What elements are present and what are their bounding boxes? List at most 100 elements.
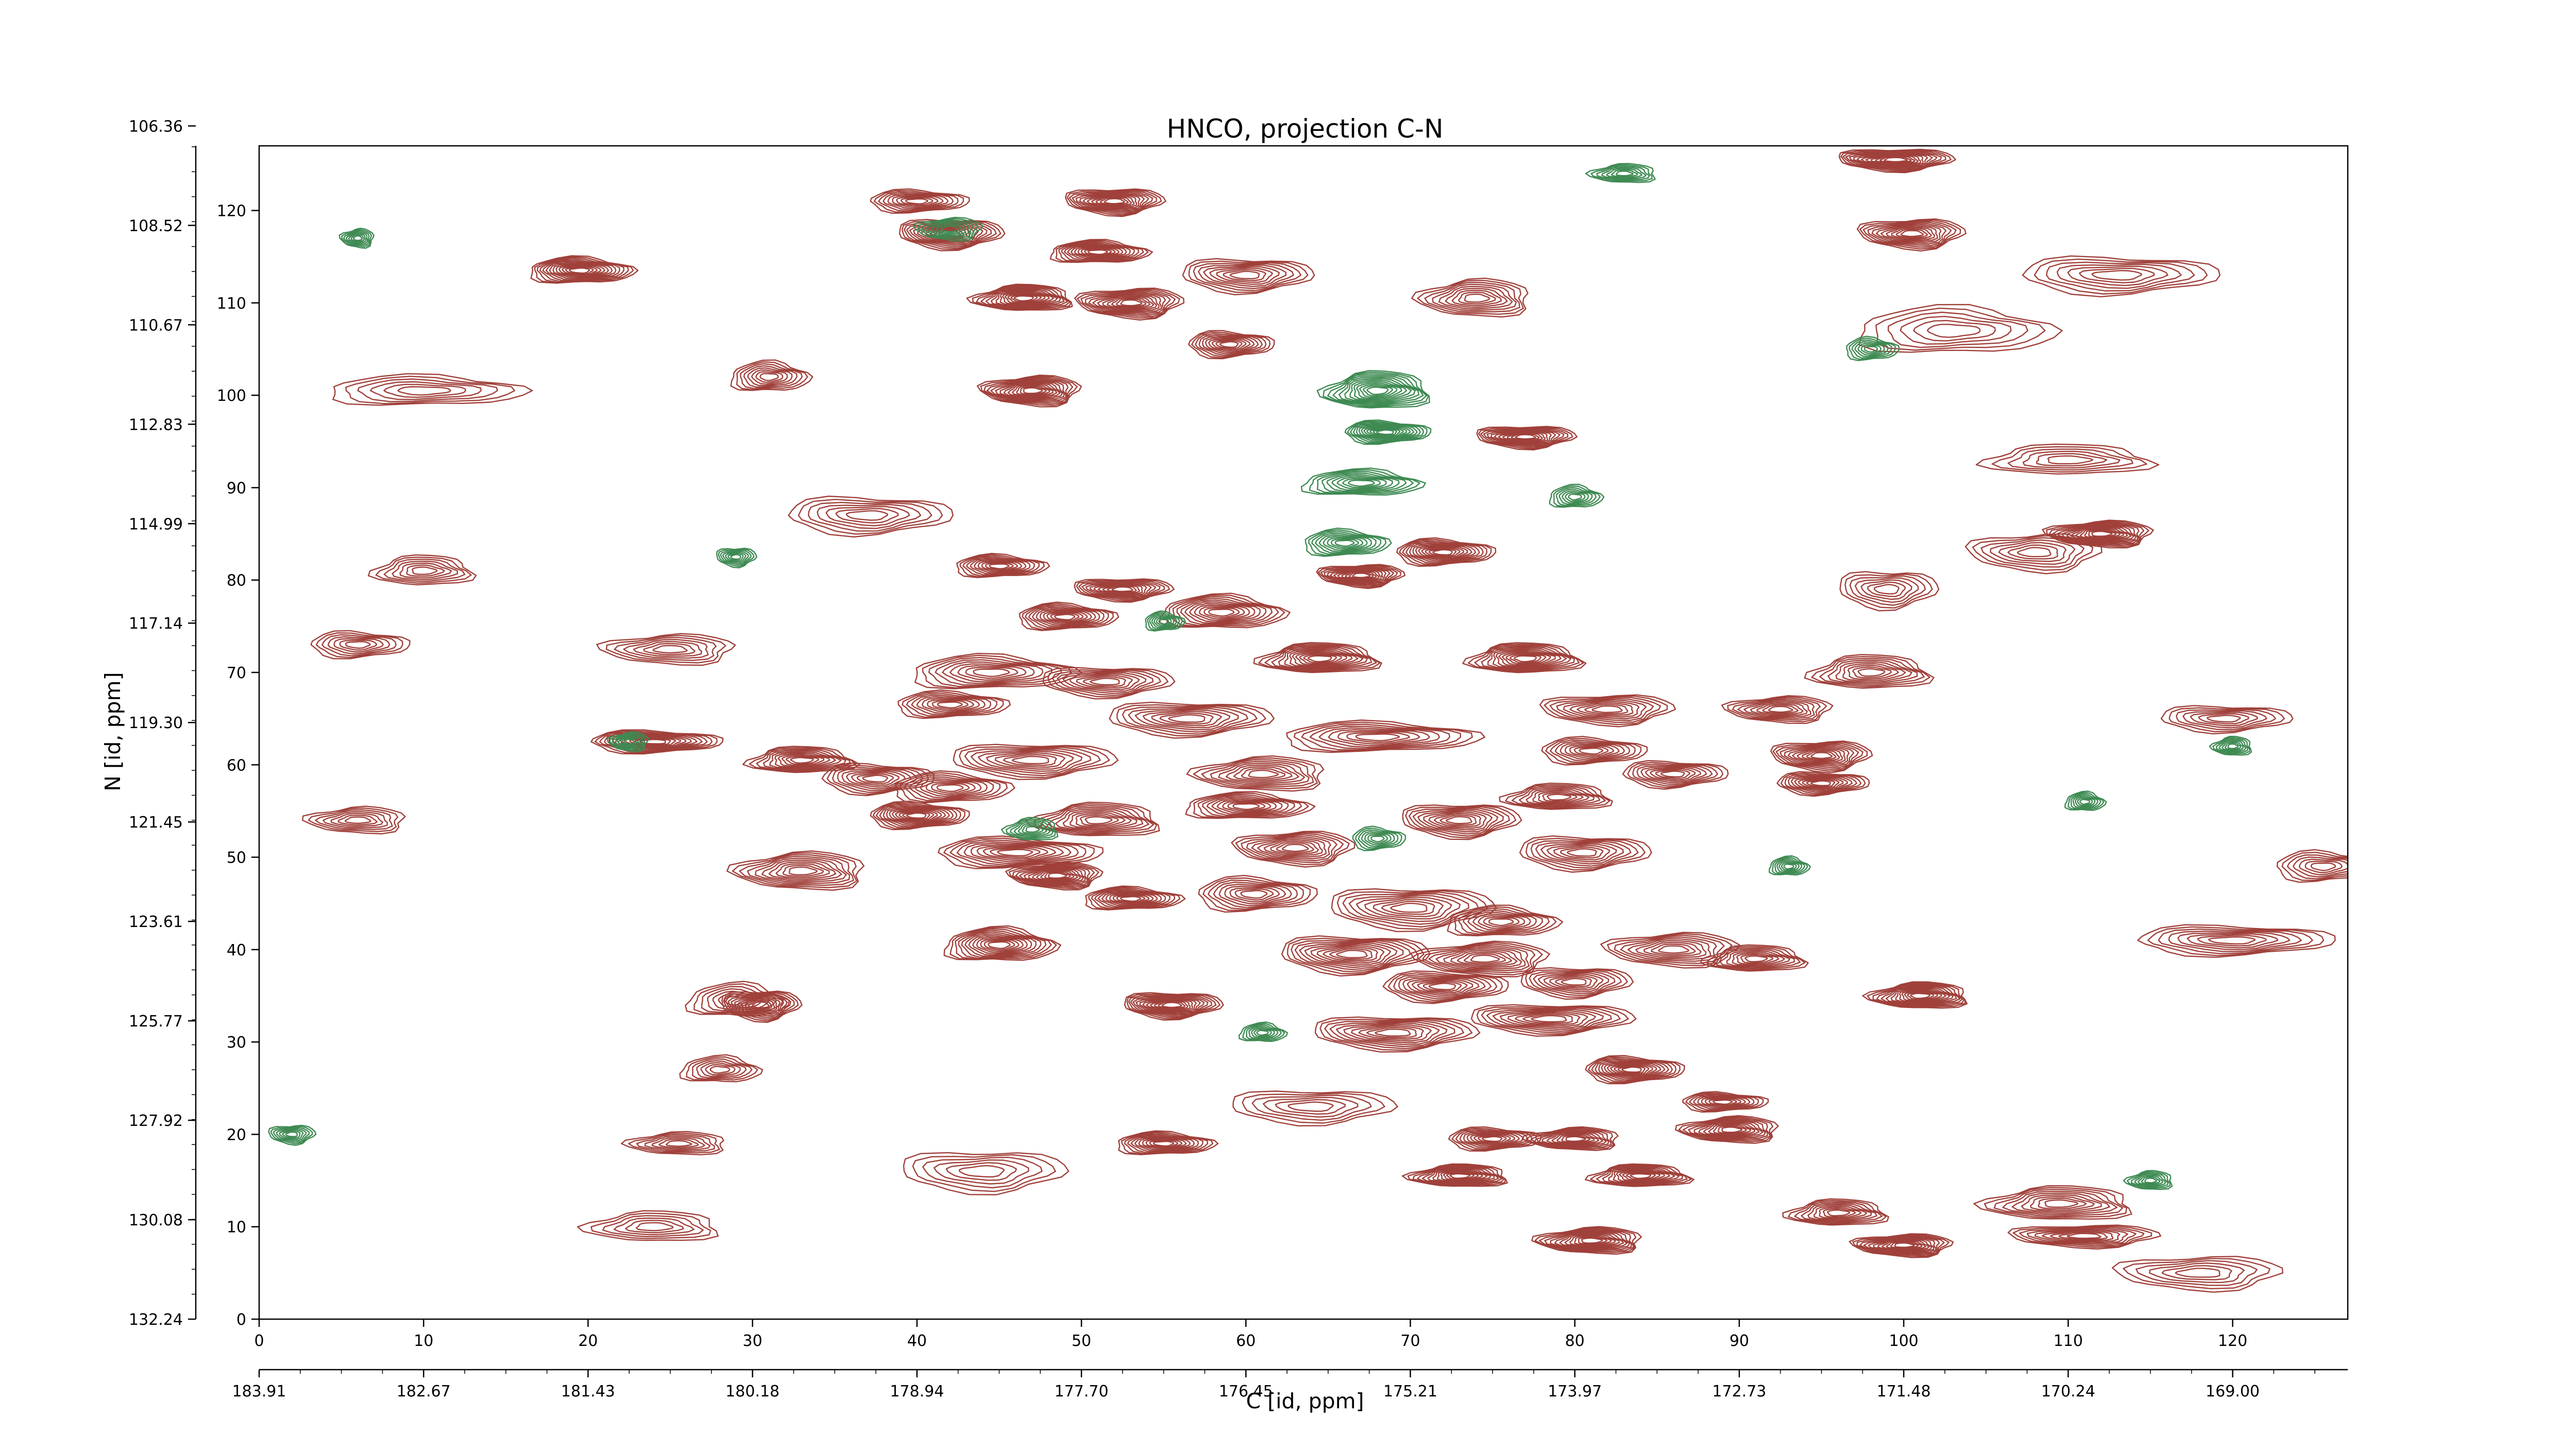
ppm-x-tick-label: 177.70	[1055, 1383, 1109, 1401]
peak-27	[897, 689, 1011, 719]
peak-68	[1585, 1055, 1685, 1085]
ppm-x-tick-label: 172.73	[1712, 1383, 1766, 1401]
ppm-y-tick-label: 127.92	[129, 1112, 183, 1130]
peak-9	[1182, 258, 1315, 296]
ppm-y-tick-label: 130.08	[129, 1211, 183, 1229]
peak-40	[1622, 760, 1729, 790]
peak-71	[1118, 1130, 1219, 1155]
peak-10	[1188, 330, 1275, 360]
peak-14	[1476, 426, 1578, 451]
ppm-y-tick-label: 108.52	[129, 217, 183, 235]
peak-54	[1331, 888, 1497, 932]
peak-94	[1858, 304, 2063, 353]
ppm-x-tick-label: 169.00	[2206, 1383, 2260, 1401]
y-tick-label: 70	[227, 664, 246, 682]
peak-90	[685, 981, 790, 1017]
ppm-x-tick-label: 175.21	[1383, 1383, 1437, 1401]
y-tick-label: 90	[227, 479, 246, 497]
ppm-y-tick-label: 114.99	[129, 515, 183, 533]
x-tick-label: 70	[1400, 1332, 1420, 1350]
peak-49	[1519, 835, 1652, 873]
ppm-y-tick-label: 119.30	[129, 714, 183, 732]
x-tick-label: 40	[907, 1332, 927, 1350]
peak-41	[1776, 771, 1870, 797]
ppm-x-tick-label: 171.48	[1877, 1383, 1931, 1401]
negative-peak-15	[2123, 1170, 2173, 1190]
peak-96	[1232, 1090, 1398, 1126]
peak-28	[1109, 701, 1275, 739]
peak-100	[332, 373, 533, 406]
x-axis-label: C [id, ppm]	[1246, 1389, 1364, 1413]
peak-8	[1074, 288, 1184, 321]
x-tick-label: 30	[743, 1332, 762, 1350]
peak-38	[895, 770, 1015, 804]
peak-70	[1675, 1115, 1779, 1144]
peak-12	[976, 375, 1082, 408]
peak-95	[1975, 443, 2160, 475]
peak-97	[577, 1210, 719, 1241]
peak-76	[1782, 1198, 1889, 1226]
negative-peak-9	[1585, 163, 1656, 183]
peak-60	[1700, 944, 1809, 972]
peak-92	[1964, 533, 2103, 575]
peak-24	[914, 652, 1082, 689]
peak-6	[1049, 239, 1153, 263]
negative-peak-13	[1238, 1021, 1288, 1042]
peak-18	[1316, 564, 1405, 589]
peak-83	[2022, 255, 2221, 297]
ppm-y-tick-label: 125.77	[129, 1013, 183, 1031]
peak-69	[1682, 1091, 1769, 1113]
peak-42	[1185, 791, 1316, 819]
peak-55	[1447, 904, 1564, 937]
x-tick-label: 110	[2054, 1332, 2083, 1350]
y-tick-label: 120	[217, 203, 246, 221]
peak-72	[1448, 1126, 1542, 1152]
peak-31	[590, 729, 724, 755]
ppm-x-tick-label: 178.94	[890, 1383, 944, 1401]
peak-17	[956, 552, 1050, 578]
negative-peak-12	[1549, 483, 1605, 508]
ppm-x-tick-label: 176.45	[1219, 1383, 1273, 1401]
ppm-y-tick-label: 112.83	[129, 416, 183, 434]
peak-99	[903, 1152, 1070, 1195]
negative-peak-6	[912, 216, 984, 242]
y-tick-label: 110	[217, 295, 246, 313]
y-tick-label: 60	[227, 756, 246, 774]
peak-85	[2160, 705, 2294, 735]
negative-peak-18	[716, 547, 757, 568]
plot-area	[268, 148, 2348, 1293]
y-tick-label: 80	[227, 572, 246, 590]
x-tick-label: 60	[1236, 1332, 1256, 1350]
peak-77	[1973, 1185, 2132, 1220]
peak-7	[966, 283, 1073, 311]
ppm-x-tick-label: 183.91	[232, 1383, 286, 1401]
peak-73	[1521, 1126, 1619, 1151]
peak-87	[302, 805, 406, 835]
peak-66	[1314, 1016, 1481, 1053]
x-tick-label: 50	[1072, 1332, 1091, 1350]
peak-86	[596, 633, 736, 666]
chart-title: HNCO, projection C-N	[1166, 114, 1443, 144]
y-tick-label: 30	[227, 1034, 246, 1052]
x-tick-label: 80	[1565, 1332, 1585, 1350]
negative-peak-0	[1316, 370, 1430, 409]
axes: 0 10 20 30 40 50 60 70 80 90 100 110 120 0 10 20 30 40 50 6…	[129, 117, 2349, 1401]
negative-peak-17	[1145, 610, 1186, 632]
peak-35	[1541, 736, 1648, 766]
ppm-y-tick-label: 121.45	[129, 814, 183, 832]
peak-58	[1410, 940, 1550, 978]
peak-88	[310, 630, 411, 660]
peak-78	[1531, 1226, 1642, 1255]
peak-39	[1186, 755, 1325, 792]
x-tick-label: 0	[254, 1332, 264, 1350]
x-tick-label: 120	[2218, 1332, 2247, 1350]
ppm-x-tick-label: 182.67	[397, 1383, 451, 1401]
peak-67	[1470, 1004, 1637, 1037]
peak-2	[530, 255, 639, 284]
peak-93	[1839, 571, 1940, 612]
ppm-y-tick-label: 117.14	[129, 615, 183, 633]
x-tick-label: 10	[414, 1332, 433, 1350]
peak-19	[1074, 578, 1175, 603]
peak-52	[1085, 885, 1186, 911]
